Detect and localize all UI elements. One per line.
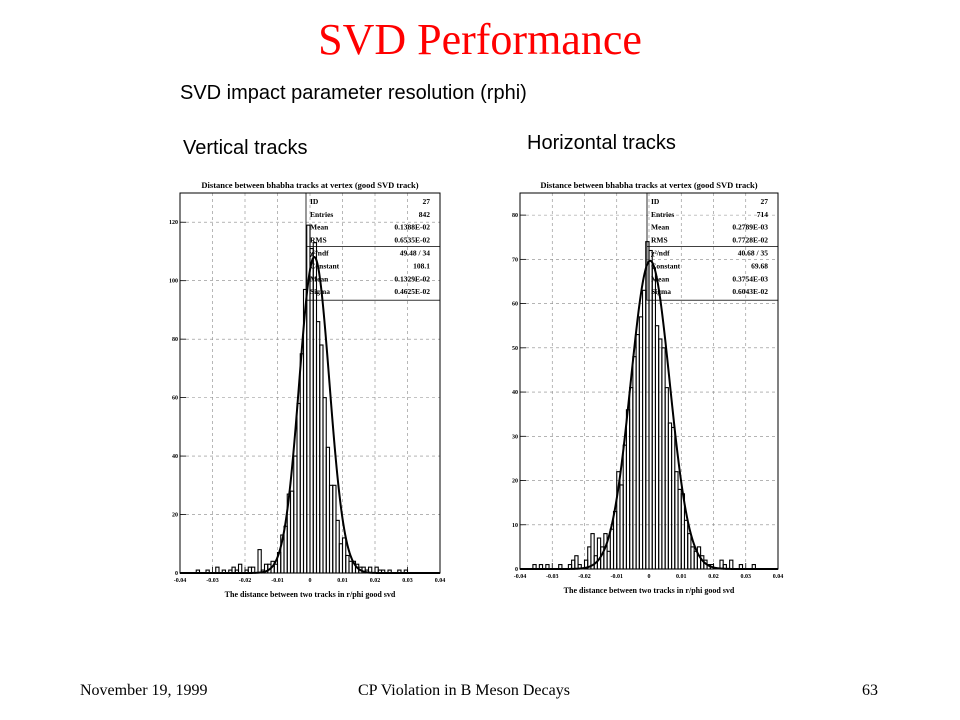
gaussian-fit-curve (520, 259, 778, 570)
stats-label: RMS (651, 236, 668, 245)
y-tick-label: 50 (512, 346, 518, 352)
footer-date: November 19, 1999 (80, 682, 208, 699)
stats-label: Mean (310, 223, 329, 232)
stats-value: 0.2789E-03 (732, 223, 768, 232)
y-tick-label: 100 (169, 279, 178, 285)
stats-label: Constant (310, 261, 340, 270)
y-tick-label: 0 (515, 567, 518, 573)
stats-label: RMS (310, 236, 327, 245)
panel-label-horizontal: Horizontal tracks (527, 132, 676, 154)
y-tick-label: 40 (172, 454, 178, 460)
stats-label: χ²/ndf (650, 249, 670, 258)
x-tick-label: -0.01 (611, 574, 624, 580)
x-tick-label: -0.04 (514, 574, 527, 580)
stats-value: 108.1 (413, 261, 430, 270)
stats-value: 40.68 / 35 (738, 249, 768, 258)
histogram-bin (590, 533, 595, 570)
stats-label: Mean (651, 274, 670, 283)
stats-label: Sigma (310, 287, 330, 296)
stats-value: 0.4625E-02 (394, 287, 430, 296)
x-tick-label: -0.02 (578, 574, 591, 580)
stats-value: 49.48 / 34 (400, 249, 430, 258)
y-tick-label: 120 (169, 220, 178, 226)
y-tick-label: 0 (175, 571, 178, 577)
stats-value: 27 (423, 197, 431, 206)
footer-page-number: 63 (862, 682, 878, 699)
stats-label: ID (310, 197, 319, 206)
stats-value: 0.1388E-02 (394, 223, 430, 232)
slide-title: SVD Performance (318, 15, 642, 64)
x-axis-label: The distance between two tracks in r/phi… (564, 586, 735, 595)
x-tick-label: -0.04 (174, 578, 187, 584)
x-tick-label: 0.04 (435, 578, 446, 584)
x-axis-label: The distance between two tracks in r/phi… (225, 590, 396, 599)
stats-value: 0.6535E-02 (394, 236, 430, 245)
x-tick-label: -0.02 (239, 578, 252, 584)
y-tick-label: 70 (512, 257, 518, 263)
y-tick-label: 80 (172, 337, 178, 343)
panel-label-vertical: Vertical tracks (183, 137, 308, 159)
stats-label: Mean (651, 223, 670, 232)
x-tick-label: 0.01 (676, 574, 687, 580)
stats-label: ID (651, 197, 660, 206)
stats-label: χ²/ndf (309, 249, 329, 258)
x-tick-label: -0.03 (546, 574, 559, 580)
y-tick-label: 20 (172, 513, 178, 519)
y-tick-label: 10 (512, 523, 518, 529)
x-tick-label: -0.01 (271, 578, 284, 584)
histogram-bin (237, 563, 243, 574)
histogram-bin (257, 549, 262, 574)
stats-label: Mean (310, 274, 329, 283)
x-tick-label: 0.04 (773, 574, 784, 580)
stats-value: 842 (419, 210, 431, 219)
stats-label: Sigma (651, 287, 671, 296)
x-tick-label: 0.02 (370, 578, 381, 584)
y-tick-label: 40 (512, 390, 518, 396)
histogram-title: Distance between bhabha tracks at vertex… (201, 180, 418, 190)
slide-subtitle: SVD impact parameter resolution (rphi) (180, 82, 527, 104)
histogram-title: Distance between bhabha tracks at vertex… (540, 180, 757, 190)
stats-value: 0.1329E-02 (394, 274, 430, 283)
stats-value: 714 (757, 210, 769, 219)
footer-talk-title: CP Violation in B Meson Decays (358, 682, 570, 699)
stats-label: Entries (651, 210, 674, 219)
x-tick-label: 0.03 (741, 574, 752, 580)
stats-value: 69.68 (751, 261, 768, 270)
x-tick-label: 0 (648, 574, 651, 580)
y-tick-label: 20 (512, 479, 518, 485)
x-tick-label: 0.03 (402, 578, 413, 584)
y-tick-label: 60 (172, 396, 178, 402)
histogram-horizontal-tracks: Distance between bhabha tracks at vertex… (512, 180, 784, 595)
stats-value: 0.6043E-02 (732, 287, 768, 296)
x-tick-label: 0 (309, 578, 312, 584)
y-tick-label: 60 (512, 302, 518, 308)
y-tick-label: 80 (512, 213, 518, 219)
y-tick-label: 30 (512, 434, 518, 440)
histogram-bin (729, 559, 734, 570)
stats-label: Constant (651, 261, 681, 270)
stats-label: Entries (310, 210, 333, 219)
stats-value: 0.7728E-02 (732, 236, 768, 245)
x-tick-label: -0.03 (206, 578, 219, 584)
x-tick-label: 0.01 (337, 578, 348, 584)
gaussian-fit-curve (180, 256, 440, 574)
stats-value: 27 (761, 197, 769, 206)
histogram-vertical-tracks: Distance between bhabha tracks at vertex… (169, 180, 446, 599)
stats-value: 0.3754E-03 (732, 274, 768, 283)
x-tick-label: 0.02 (708, 574, 719, 580)
